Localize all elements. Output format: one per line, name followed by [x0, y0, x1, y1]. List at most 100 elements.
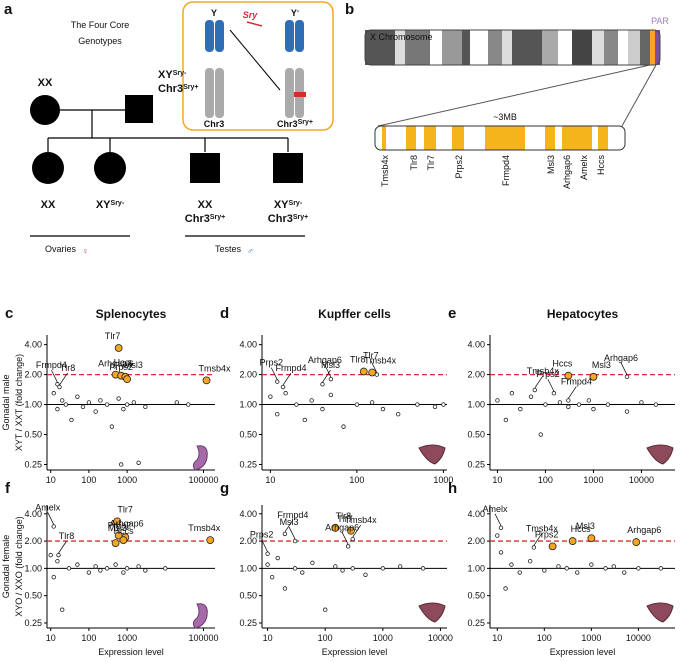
y-tick-label: 2.00: [239, 370, 257, 380]
x-tick-label: 100000: [188, 633, 218, 643]
gene-point: [589, 372, 598, 381]
point: [51, 391, 56, 396]
gene-pointer: [620, 362, 628, 375]
gene-label: Msl3: [280, 517, 299, 527]
point: [380, 406, 386, 412]
gene-label: Msl3: [124, 360, 143, 370]
point: [104, 402, 110, 407]
y-tick-label: 4.00: [24, 509, 42, 519]
x-tick-label: 10: [46, 633, 56, 643]
gene-point: [548, 542, 557, 551]
gene-point: [359, 367, 368, 376]
genotype-label: XYSry-: [96, 199, 125, 211]
gene-label: Hccs: [114, 358, 134, 368]
point: [543, 402, 548, 407]
y-tick-label: 4.00: [239, 340, 257, 350]
point: [118, 462, 124, 467]
x-tick-label: 100: [81, 475, 96, 485]
child-female: [94, 152, 126, 184]
point: [86, 400, 92, 405]
x-tick-label: 10000: [629, 475, 654, 485]
gene-point: [119, 536, 128, 545]
gene-point: [282, 531, 288, 537]
y-tick-label: 0.25: [24, 618, 42, 628]
label-sup: Sry-: [173, 70, 187, 77]
y-tick-label: 1.00: [467, 400, 485, 410]
gene-pointer: [261, 539, 268, 552]
point: [589, 562, 594, 567]
gene-label: Prps2: [108, 520, 132, 530]
gene-point: [374, 372, 380, 377]
genotype-label: XX: [41, 199, 56, 211]
gene-point: [624, 374, 630, 380]
point: [323, 607, 328, 612]
genotype-label: Chr3Sry+: [277, 119, 313, 130]
x-tick-label: 1000: [581, 633, 601, 643]
label-main: XX: [41, 199, 56, 211]
gene-label: Prps2: [109, 362, 133, 372]
point: [354, 402, 360, 407]
gene-label: Tlr7: [426, 155, 436, 171]
point: [143, 568, 148, 573]
gene-pointer: [494, 513, 502, 526]
region-outline: [374, 125, 626, 151]
label-main: XY: [274, 199, 289, 211]
point: [136, 460, 141, 465]
y-tick-label: 2.00: [24, 536, 42, 546]
point: [55, 558, 60, 564]
gene-pointer: [547, 379, 555, 392]
gene-point: [587, 534, 596, 543]
label-sup: Sry-: [289, 200, 303, 207]
label-main: Chr3: [158, 83, 183, 95]
gene-pointer: [534, 375, 544, 389]
gene-pointer: [352, 524, 361, 538]
gene-pointer: [288, 526, 296, 540]
y-tick-label: 0.50: [24, 430, 42, 440]
genotype-label: XX: [38, 77, 53, 89]
panel-title: Hepatocytes: [547, 307, 619, 321]
gene-label: Tlr8: [409, 155, 419, 171]
point: [556, 564, 561, 569]
y-tick-label: 0.25: [467, 459, 485, 469]
panel-title: Kupffer cells: [318, 307, 391, 321]
label-main: Chr3: [277, 119, 298, 129]
x-tick-label: 100: [349, 475, 364, 485]
gene-label: Frmpd4: [277, 510, 308, 520]
panel-letter: g: [220, 480, 229, 497]
gene-label: Tmsb4x: [364, 355, 397, 365]
point: [320, 406, 325, 412]
genotype-label: Y-: [291, 8, 300, 19]
label-main: XX: [198, 199, 213, 211]
gene-label: Prps2: [454, 155, 464, 179]
gene-label: Amelx: [483, 504, 509, 514]
gene-pointer: [270, 367, 278, 380]
point: [283, 391, 288, 396]
point: [441, 402, 446, 407]
label-sup: Sry+: [183, 84, 198, 91]
x-tick-label: 1000: [583, 475, 603, 485]
gene-point: [265, 551, 270, 556]
y-tick-label: 1.00: [467, 563, 485, 573]
gene-label: Tmsb4x: [345, 515, 378, 525]
point: [300, 570, 305, 575]
gene-pointer: [533, 533, 543, 546]
point: [527, 558, 533, 564]
point: [186, 402, 191, 407]
inset-chromosomes: [205, 20, 306, 118]
band: [655, 30, 660, 65]
point: [658, 566, 664, 571]
gene-label: Msl3: [546, 155, 556, 174]
gene-point: [56, 552, 61, 558]
point: [75, 394, 80, 399]
band: [592, 30, 604, 65]
point: [113, 562, 118, 567]
point: [98, 568, 103, 573]
point: [55, 406, 60, 412]
point: [309, 398, 314, 403]
gene-label: Prps2: [536, 369, 560, 379]
band: [640, 30, 650, 65]
zoom-line: [621, 64, 657, 127]
label-main: Chr3: [268, 213, 293, 225]
gene-point: [114, 531, 123, 540]
point: [69, 417, 74, 423]
